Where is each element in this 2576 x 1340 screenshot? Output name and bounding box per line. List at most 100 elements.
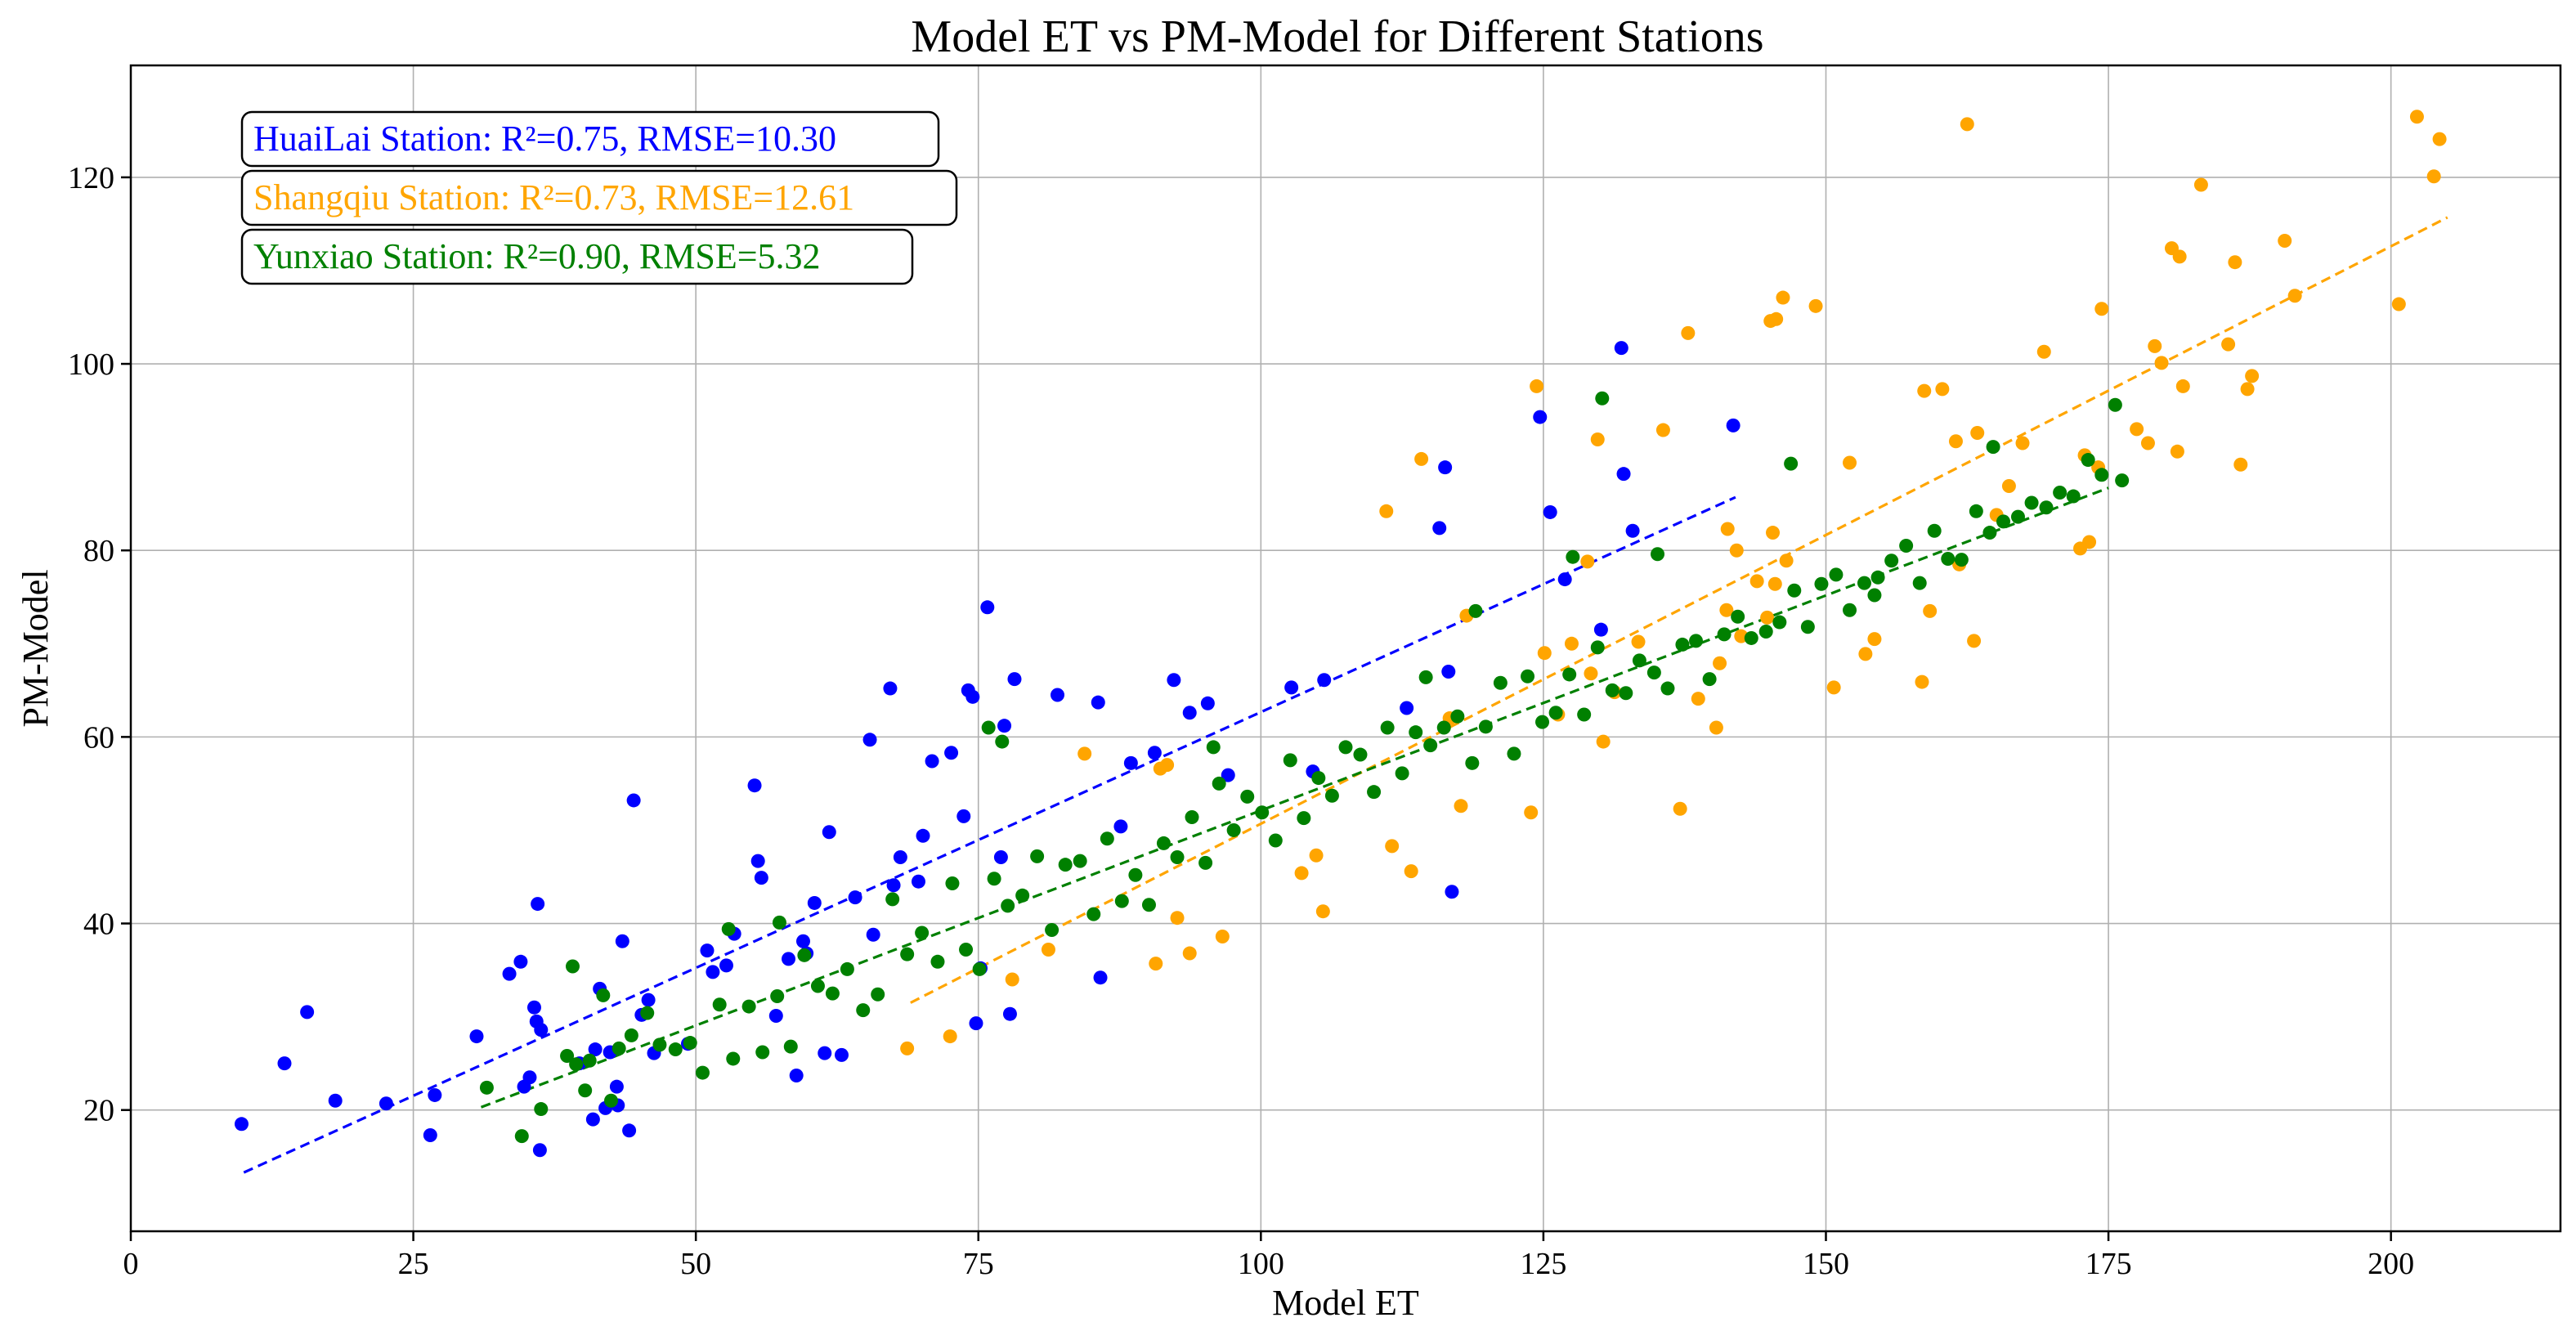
- point-shangqiu-station: [2426, 169, 2441, 184]
- point-shangqiu-station: [1826, 680, 1841, 695]
- point-shangqiu-station: [2409, 110, 2424, 124]
- x-tick-label: 125: [1520, 1247, 1566, 1281]
- point-shangqiu-station: [1915, 674, 1929, 689]
- point-yunxiao-station: [1548, 706, 1563, 720]
- point-huailai-station: [1726, 418, 1740, 432]
- point-yunxiao-station: [1100, 831, 1114, 846]
- point-huailai-station: [526, 1000, 541, 1015]
- data-points: [234, 110, 2447, 1158]
- point-shangqiu-station: [2432, 132, 2447, 146]
- point-yunxiao-station: [1702, 672, 1717, 687]
- point-yunxiao-station: [1030, 849, 1045, 863]
- point-huailai-station: [641, 993, 656, 1007]
- series-yunxiao-station: [479, 391, 2130, 1144]
- point-yunxiao-station: [1409, 725, 1423, 740]
- point-shangqiu-station: [2154, 356, 2169, 370]
- point-yunxiao-station: [652, 1037, 667, 1052]
- point-shangqiu-station: [1729, 543, 1744, 558]
- point-yunxiao-station: [1535, 715, 1550, 729]
- point-shangqiu-station: [1655, 423, 1670, 437]
- point-yunxiao-station: [1311, 771, 1326, 786]
- point-yunxiao-station: [1814, 576, 1829, 591]
- point-shangqiu-station: [1537, 646, 1552, 661]
- point-yunxiao-station: [1353, 747, 1368, 762]
- point-yunxiao-station: [1380, 720, 1395, 735]
- point-yunxiao-station: [1590, 640, 1605, 655]
- point-huailai-station: [615, 934, 629, 948]
- legend-box-shangqiu: [240, 169, 958, 226]
- point-yunxiao-station: [596, 988, 611, 1002]
- x-tick-label: 200: [2368, 1247, 2414, 1281]
- point-huailai-station: [944, 746, 959, 760]
- point-huailai-station: [789, 1068, 804, 1082]
- point-yunxiao-station: [900, 947, 915, 961]
- point-yunxiao-station: [1899, 539, 1914, 553]
- point-huailai-station: [1002, 1006, 1017, 1021]
- point-huailai-station: [379, 1096, 393, 1111]
- point-yunxiao-station: [930, 954, 945, 969]
- point-shangqiu-station: [1580, 554, 1595, 569]
- point-yunxiao-station: [1562, 667, 1577, 682]
- trend-line-shangqiu-station: [910, 216, 2448, 1004]
- point-huailai-station: [1616, 467, 1631, 482]
- y-axis-label: PM-Model: [16, 569, 56, 727]
- point-yunxiao-station: [1646, 666, 1661, 680]
- point-huailai-station: [502, 966, 517, 981]
- point-yunxiao-station: [1367, 785, 1382, 800]
- point-yunxiao-station: [668, 1042, 683, 1057]
- point-shangqiu-station: [2193, 177, 2208, 192]
- point-yunxiao-station: [1651, 547, 1665, 562]
- point-shangqiu-station: [1631, 634, 1646, 649]
- legend-box-yunxiao: [240, 228, 914, 285]
- point-shangqiu-station: [1967, 634, 1982, 648]
- y-tick-label: 40: [83, 908, 114, 942]
- point-yunxiao-station: [810, 979, 825, 993]
- point-yunxiao-station: [1870, 570, 1885, 585]
- point-yunxiao-station: [1395, 766, 1409, 781]
- point-shangqiu-station: [1776, 290, 1790, 305]
- point-yunxiao-station: [1255, 805, 1270, 820]
- point-yunxiao-station: [1493, 675, 1508, 690]
- point-yunxiao-station: [2039, 500, 2054, 515]
- point-shangqiu-station: [1564, 636, 1579, 651]
- point-yunxiao-station: [2024, 495, 2039, 510]
- point-huailai-station: [1625, 523, 1640, 538]
- point-yunxiao-station: [1857, 576, 1871, 590]
- point-shangqiu-station: [2140, 436, 2155, 450]
- point-shangqiu-station: [2221, 337, 2236, 352]
- point-yunxiao-station: [603, 1093, 618, 1108]
- point-shangqiu-station: [1720, 522, 1735, 536]
- point-huailai-station: [782, 952, 796, 966]
- trend-line-yunxiao-station: [480, 486, 2109, 1109]
- point-yunxiao-station: [1675, 637, 1690, 652]
- point-shangqiu-station: [2391, 297, 2406, 311]
- point-yunxiao-station: [945, 876, 960, 890]
- point-yunxiao-station: [721, 921, 736, 936]
- point-shangqiu-station: [1948, 434, 1963, 449]
- point-huailai-station: [1007, 672, 1022, 687]
- point-yunxiao-station: [1717, 627, 1732, 642]
- point-yunxiao-station: [1867, 588, 1882, 603]
- axis-ticks: 0 25 50 75 100 125 150 175 200 20 40 60 80 100 120: [68, 161, 2414, 1281]
- point-shangqiu-station: [1760, 610, 1775, 625]
- point-huailai-station: [1317, 673, 1332, 688]
- point-shangqiu-station: [2148, 338, 2162, 353]
- point-yunxiao-station: [1468, 603, 1483, 618]
- point-huailai-station: [1284, 680, 1299, 695]
- point-huailai-station: [1221, 768, 1235, 782]
- point-yunxiao-station: [1436, 720, 1451, 735]
- point-shangqiu-station: [1530, 379, 1544, 393]
- point-yunxiao-station: [2010, 509, 2025, 524]
- point-shangqiu-station: [1414, 451, 1429, 466]
- point-shangqiu-station: [2170, 444, 2184, 459]
- y-tick-label: 120: [68, 161, 114, 195]
- point-shangqiu-station: [1709, 720, 1723, 735]
- legend-box-huailai: [240, 110, 940, 168]
- point-yunxiao-station: [1297, 811, 1311, 826]
- point-shangqiu-station: [1596, 734, 1611, 749]
- point-shangqiu-station: [1294, 866, 1309, 881]
- point-yunxiao-station: [1784, 456, 1799, 471]
- point-yunxiao-station: [640, 1006, 655, 1020]
- point-shangqiu-station: [1779, 553, 1794, 568]
- point-huailai-station: [965, 689, 980, 704]
